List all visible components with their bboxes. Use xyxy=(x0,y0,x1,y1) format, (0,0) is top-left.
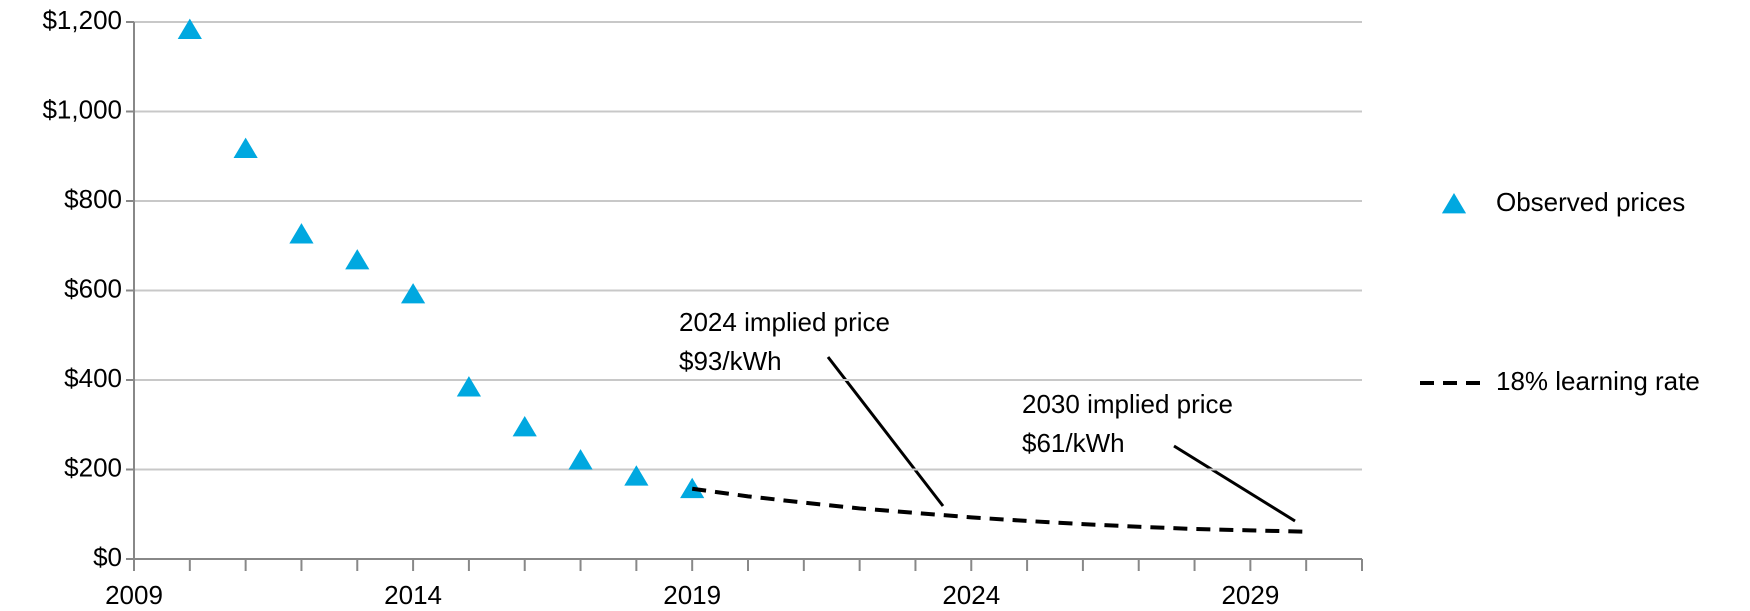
y-tick-label: $0 xyxy=(93,542,122,572)
y-tick-label: $1,000 xyxy=(42,94,122,124)
marker xyxy=(233,137,258,158)
legend-label: 18% learning rate xyxy=(1496,366,1700,396)
leader-line xyxy=(1173,444,1296,523)
annotation: $93/kWh xyxy=(679,346,782,376)
x-tick-label: 2024 xyxy=(942,580,1000,610)
line xyxy=(691,486,1307,534)
y-tick-label: $400 xyxy=(64,363,122,393)
x-tick-label: 2009 xyxy=(105,580,163,610)
leader-line xyxy=(826,356,945,507)
y-tick-label: $600 xyxy=(64,273,122,303)
x-tick-label: 2019 xyxy=(663,580,721,610)
marker xyxy=(400,283,426,304)
marker xyxy=(680,477,705,499)
marker xyxy=(289,223,314,244)
marker xyxy=(568,449,593,470)
marker xyxy=(456,376,482,397)
annotation: $61/kWh xyxy=(1022,428,1125,458)
marker xyxy=(512,415,537,437)
x-tick-label: 2029 xyxy=(1221,580,1279,610)
marker xyxy=(177,18,202,39)
x-tick-label: 2014 xyxy=(384,580,442,610)
annotation: 2030 implied price xyxy=(1022,389,1233,419)
marker xyxy=(345,249,370,270)
y-tick-label: $200 xyxy=(64,452,122,482)
legend-marker xyxy=(1441,193,1467,214)
legend-label: Observed prices xyxy=(1496,187,1685,217)
y-tick-label: $800 xyxy=(64,184,122,214)
marker xyxy=(624,465,649,486)
annotation: 2024 implied price xyxy=(679,307,890,337)
y-tick-label: $1,200 xyxy=(42,5,122,35)
